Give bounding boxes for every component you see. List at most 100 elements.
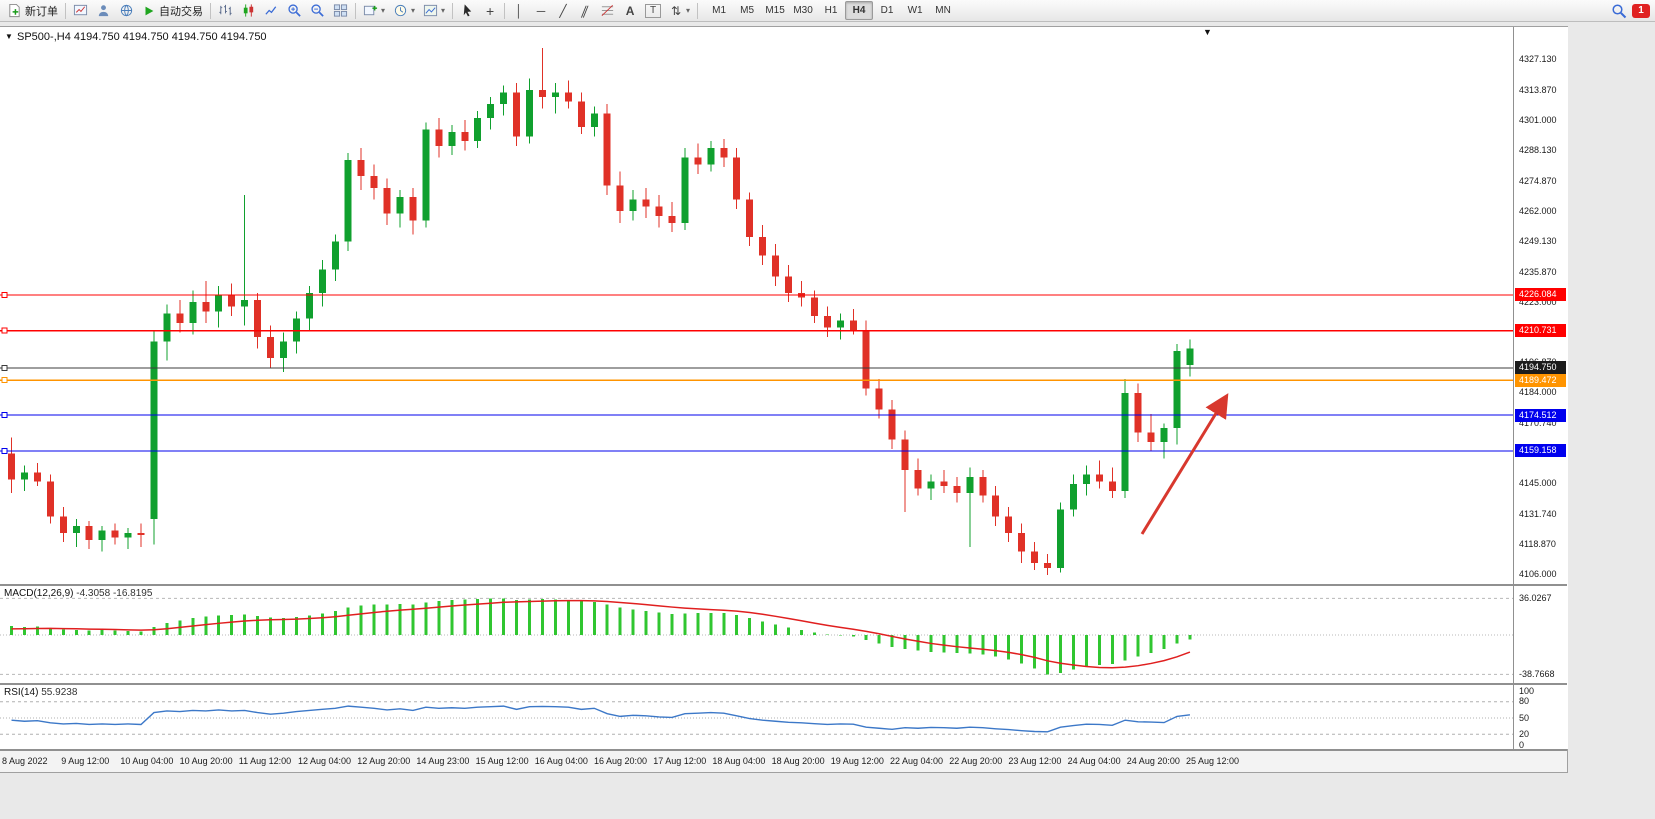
candlestick-mode-button[interactable]	[237, 1, 260, 21]
bar-chart-mode-button[interactable]	[214, 1, 237, 21]
candlestick-chart[interactable]	[0, 27, 1513, 584]
timeframe-M5[interactable]: M5	[740, 5, 755, 16]
rsi-title: RSI(14)	[4, 687, 39, 698]
timeframe-MN[interactable]: MN	[935, 5, 951, 16]
candle	[189, 290, 197, 335]
timeframe-H4[interactable]: H4	[845, 1, 874, 20]
time-axis-label: 17 Aug 12:00	[653, 756, 707, 766]
candle	[46, 474, 54, 524]
price-tick: 4223.000	[1519, 296, 1557, 307]
panel-separator[interactable]	[0, 749, 1567, 751]
candle	[642, 187, 650, 219]
timeframe-D1[interactable]: D1	[880, 5, 894, 16]
panel-separator[interactable]	[0, 584, 1567, 586]
time-axis-label: 24 Aug 20:00	[1126, 756, 1180, 766]
candle	[176, 299, 184, 333]
rsi-plot[interactable]	[0, 685, 1513, 749]
price-tick: 4301.000	[1519, 114, 1557, 125]
candle	[409, 187, 417, 235]
price-tick: 4249.130	[1519, 235, 1557, 246]
candle	[733, 148, 741, 209]
fibonacci-tool[interactable]	[596, 1, 619, 21]
candle	[1082, 465, 1090, 496]
bar-chart-icon	[219, 4, 232, 16]
line-anchor-handle[interactable]	[1, 377, 8, 384]
one-click-trading-toggle-icon[interactable]: ▼	[5, 32, 13, 41]
timeframe-M1[interactable]: M1	[712, 5, 727, 16]
line-anchor-handle[interactable]	[1, 412, 8, 419]
trendline-tool[interactable]: ╱	[552, 1, 574, 21]
timeframe-M30[interactable]: M30	[793, 5, 813, 16]
candles-group	[8, 47, 1194, 575]
timeframe-W1[interactable]: W1	[907, 5, 923, 16]
channel-tool[interactable]: ∥	[574, 1, 596, 21]
candle	[590, 106, 598, 137]
macd-scale-label: -38.7668	[1519, 668, 1555, 679]
timeframe-H1[interactable]: H1	[824, 5, 838, 16]
candle	[370, 164, 378, 200]
macd-indicator-label: MACD(12,26,9) -4.3058 -16.8195	[4, 588, 152, 599]
zoom-in-button[interactable]	[283, 1, 306, 21]
navigator-button[interactable]	[92, 1, 115, 21]
price-tick: 4131.740	[1519, 509, 1557, 520]
price-tick: 4274.870	[1519, 175, 1557, 186]
macd-plot[interactable]	[0, 586, 1513, 683]
candle	[331, 234, 339, 282]
candle	[966, 467, 974, 547]
text-tool-icon: A	[625, 3, 635, 18]
chevron-down-icon: ▾	[411, 6, 416, 15]
label-tool-icon: T	[645, 3, 662, 18]
price-tick: 4235.870	[1519, 266, 1557, 277]
new-order-button[interactable]: 新订单	[3, 1, 62, 21]
notification-badge[interactable]: 1	[1632, 3, 1650, 18]
candle	[797, 281, 805, 307]
line-anchor-handle[interactable]	[1, 447, 8, 454]
zoom-out-button[interactable]	[306, 1, 329, 21]
chart-shift-marker-icon[interactable]: ▼	[1203, 27, 1212, 37]
candle	[901, 430, 909, 512]
search-icon[interactable]	[1611, 3, 1627, 19]
new-chart-button[interactable]: ▾	[359, 1, 389, 21]
market-watch-icon	[73, 4, 88, 16]
profiles-button[interactable]: ▾	[389, 1, 419, 21]
candle	[292, 311, 300, 354]
line-anchor-handle[interactable]	[1, 291, 8, 298]
line-anchor-handle[interactable]	[1, 364, 8, 371]
tile-windows-button[interactable]	[329, 1, 352, 21]
price-axis[interactable]: 4327.130 4313.870 4301.000 4288.130 4274.870…	[1513, 27, 1568, 750]
panel-separator[interactable]	[0, 683, 1567, 685]
arrows-tool[interactable]: ⇅ ▾	[665, 1, 694, 21]
timeframe-M15[interactable]: M15	[765, 5, 785, 16]
candle	[1108, 467, 1116, 498]
templates-button[interactable]: ▾	[419, 1, 449, 21]
market-watch-button[interactable]	[69, 1, 92, 21]
toolbar: 新订单 自动交易	[0, 0, 1655, 22]
candle	[694, 143, 702, 174]
terminal-button[interactable]	[115, 1, 138, 21]
price-tick: 4262.000	[1519, 205, 1557, 216]
candle	[551, 82, 559, 114]
arrows-tool-icon: ⇅	[671, 3, 682, 18]
horizontal-line-tool[interactable]: ─	[530, 1, 552, 21]
label-tool[interactable]: T	[641, 1, 665, 21]
autotrading-button[interactable]: 自动交易	[138, 1, 207, 21]
line-anchor-handle[interactable]	[1, 327, 8, 334]
channel-icon: ∥	[579, 3, 591, 18]
candle	[344, 152, 352, 251]
text-tool[interactable]: A	[619, 1, 641, 21]
candle	[241, 194, 249, 326]
template-icon	[423, 4, 438, 17]
candle	[254, 292, 262, 349]
time-axis[interactable]: 8 Aug 2022 9 Aug 12:00 10 Aug 04:00 10 Aug …	[0, 751, 1567, 772]
price-tick: 4288.130	[1519, 144, 1557, 155]
zoom-out-icon	[311, 4, 324, 17]
vertical-line-tool[interactable]: │	[508, 1, 530, 21]
time-axis-label: 22 Aug 20:00	[949, 756, 1003, 766]
candle	[953, 476, 961, 503]
time-axis-label: 18 Aug 04:00	[712, 756, 766, 766]
crosshair-tool-button[interactable]: +	[479, 1, 501, 21]
rsi-scale-label: 20	[1519, 728, 1530, 739]
cursor-tool-button[interactable]	[456, 1, 479, 21]
line-chart-mode-button[interactable]	[260, 1, 283, 21]
trend-arrow-annotation[interactable]	[1140, 393, 1229, 535]
